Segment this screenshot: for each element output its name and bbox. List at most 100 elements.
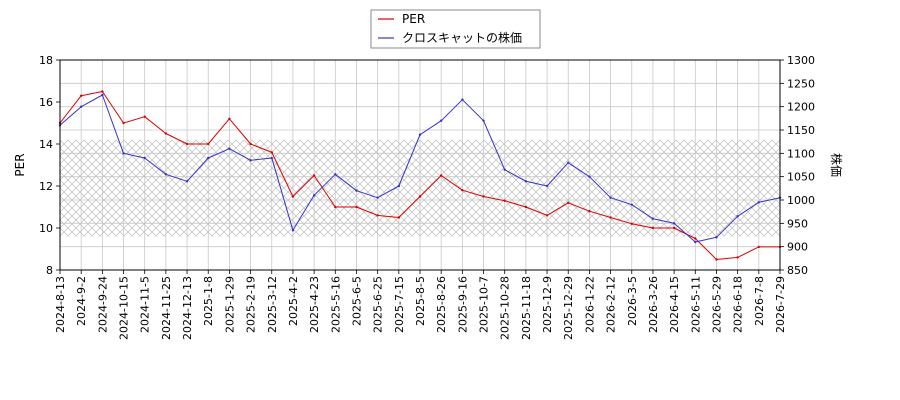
data-point-per [545,214,549,217]
data-point-per [397,216,401,219]
data-point-per [185,142,189,146]
data-point-price [503,168,506,171]
y-right-tick-label: 1100 [787,147,815,160]
data-point-price [694,240,697,244]
y-left-tick-label: 14 [39,138,53,151]
data-point-price [609,196,612,199]
data-point-per [79,94,83,97]
data-point-per [270,151,273,154]
x-tick-label: 2025-3-12 [266,276,279,333]
x-tick-label: 2024-9-2 [75,276,88,326]
data-point-price [588,175,591,178]
data-point-price [291,229,295,232]
x-tick-label: 2025-10-28 [499,276,512,340]
data-point-per [567,201,570,204]
x-tick-label: 2024-11-25 [160,276,173,340]
data-point-per [122,121,125,125]
x-tick-label: 2026-7-29 [774,276,787,333]
x-tick-label: 2026-1-22 [583,276,596,333]
data-point-per [630,222,633,225]
y-right-tick-label: 1250 [787,77,815,90]
data-point-price [757,201,761,204]
data-point-per [524,205,528,209]
x-tick-label: 2025-8-5 [414,276,427,326]
x-tick-label: 2024-11-5 [139,276,152,333]
data-point-price [651,217,655,220]
x-tick-label: 2025-12-9 [541,276,554,333]
x-tick-label: 2024-12-13 [181,276,194,340]
data-point-per [439,174,443,177]
legend-label-price: クロスキャットの株価 [402,30,522,45]
data-point-price [79,105,83,108]
y-left-tick-label: 10 [39,222,53,235]
x-tick-label: 2026-5-11 [689,276,702,333]
x-tick-label: 2026-3-5 [626,276,639,326]
data-point-price [101,93,104,97]
data-point-price [228,147,231,150]
y-left-tick-label: 12 [39,180,53,193]
data-point-price [355,189,358,192]
data-point-per [355,205,358,209]
y-axis-right-title: 株価 [829,153,844,177]
x-tick-label: 2025-4-23 [308,276,321,333]
x-tick-label: 2024-8-13 [54,276,67,333]
data-point-per [715,258,718,261]
x-tick-label: 2024-9-24 [96,276,109,333]
data-point-per [164,132,168,135]
data-point-price [736,215,739,218]
x-tick-label: 2025-11-18 [520,276,533,340]
x-tick-label: 2026-7-8 [753,276,766,326]
data-point-price [249,159,252,162]
data-point-price [143,156,146,160]
x-tick-label: 2025-6-25 [372,276,385,333]
data-point-per [312,174,316,177]
legend-label-per: PER [402,12,425,26]
y-right-tick-label: 1050 [787,171,815,184]
data-point-price [207,156,210,160]
legend: PER クロスキャットの株価 [370,9,541,49]
data-point-per [609,216,612,219]
plot-frame [59,59,781,271]
data-point-price [122,152,125,155]
data-point-price [312,194,316,197]
y-left-tick-label: 18 [39,54,53,67]
data-point-per [461,189,464,192]
y-right-tick-label: 1000 [787,194,815,207]
data-point-per [376,214,379,217]
data-point-per [418,195,422,198]
x-tick-label: 2025-4-2 [287,276,300,326]
y-right-tick-label: 1150 [787,124,815,137]
y-left-tick-label: 8 [46,264,53,277]
data-point-per [651,226,655,230]
x-tick-label: 2024-10-15 [118,276,131,340]
data-point-price [418,133,422,136]
y-right-tick-label: 900 [787,241,808,254]
x-tick-label: 2026-6-18 [732,276,745,333]
legend-box [370,9,541,49]
data-point-price [567,161,570,164]
x-tick-label: 2025-6-5 [350,276,363,326]
data-point-per [482,195,485,198]
x-tick-label: 2025-1-8 [202,276,215,326]
y-right-tick-label: 850 [787,264,808,277]
data-point-per [249,142,252,146]
x-tick-label: 2025-2-19 [245,276,258,333]
data-point-price [164,173,168,176]
data-point-price [439,119,443,122]
x-tick-label: 2026-5-29 [710,276,723,333]
data-point-price [715,236,718,239]
data-point-per [207,142,210,146]
data-point-price [461,98,464,101]
data-point-price [545,184,549,188]
data-point-per [334,205,337,209]
data-point-price [397,184,401,188]
x-tick-label: 2025-10-7 [478,276,491,333]
data-point-price [482,119,485,122]
data-point-price [630,203,633,206]
data-point-per [694,237,697,240]
y-right-tick-label: 1300 [787,54,815,67]
data-point-price [672,222,676,225]
y-axis-left-title: PER [13,153,27,176]
data-point-per [291,195,295,198]
